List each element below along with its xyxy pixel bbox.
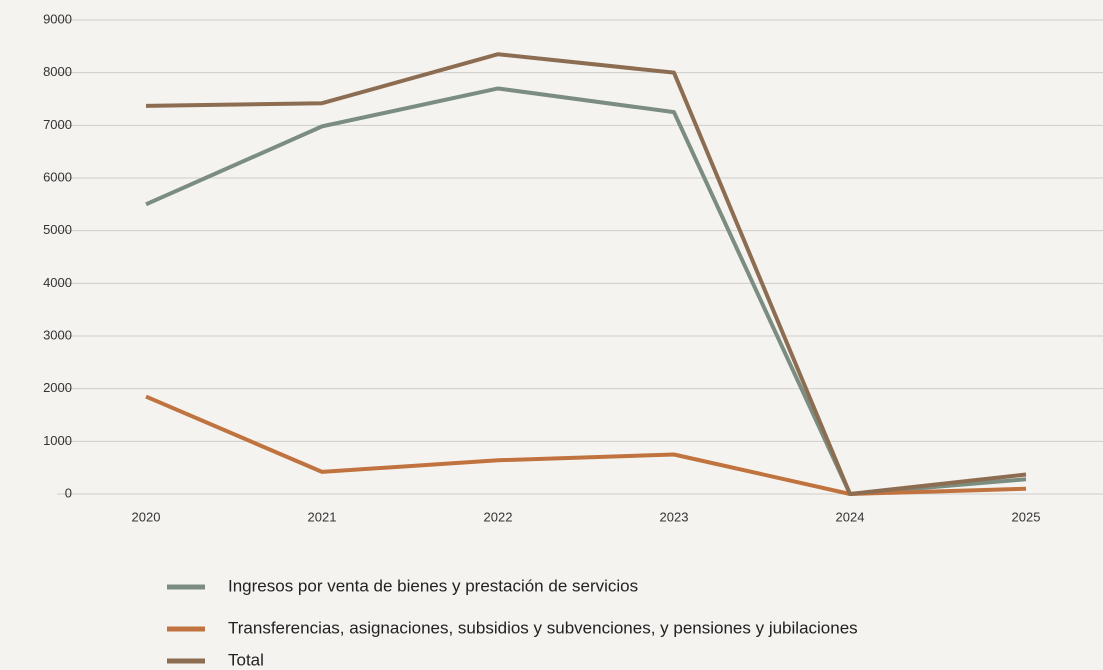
y-tick-label: 3000 bbox=[43, 327, 72, 342]
y-tick-label: 1000 bbox=[43, 433, 72, 448]
y-tick-label: 5000 bbox=[43, 222, 72, 237]
y-tick-label: 9000 bbox=[43, 11, 72, 26]
x-tick-label: 2022 bbox=[484, 509, 513, 524]
x-tick-label: 2024 bbox=[836, 509, 865, 524]
legend-label: Total bbox=[228, 650, 264, 669]
x-tick-label: 2021 bbox=[308, 509, 337, 524]
y-tick-label: 0 bbox=[65, 485, 72, 500]
x-tick-label: 2025 bbox=[1012, 509, 1041, 524]
y-tick-label: 6000 bbox=[43, 169, 72, 184]
legend-label: Transferencias, asignaciones, subsidios … bbox=[228, 618, 858, 637]
y-tick-label: 2000 bbox=[43, 380, 72, 395]
y-tick-label: 4000 bbox=[43, 275, 72, 290]
series-line bbox=[145, 52, 1027, 496]
y-tick-label: 8000 bbox=[43, 64, 72, 79]
series-line bbox=[145, 394, 1027, 496]
y-tick-label: 7000 bbox=[43, 117, 72, 132]
legend-label: Ingresos por venta de bienes y prestació… bbox=[228, 576, 638, 595]
series-line bbox=[145, 86, 1027, 496]
x-tick-label: 2023 bbox=[660, 509, 689, 524]
x-tick-label: 2020 bbox=[132, 509, 161, 524]
